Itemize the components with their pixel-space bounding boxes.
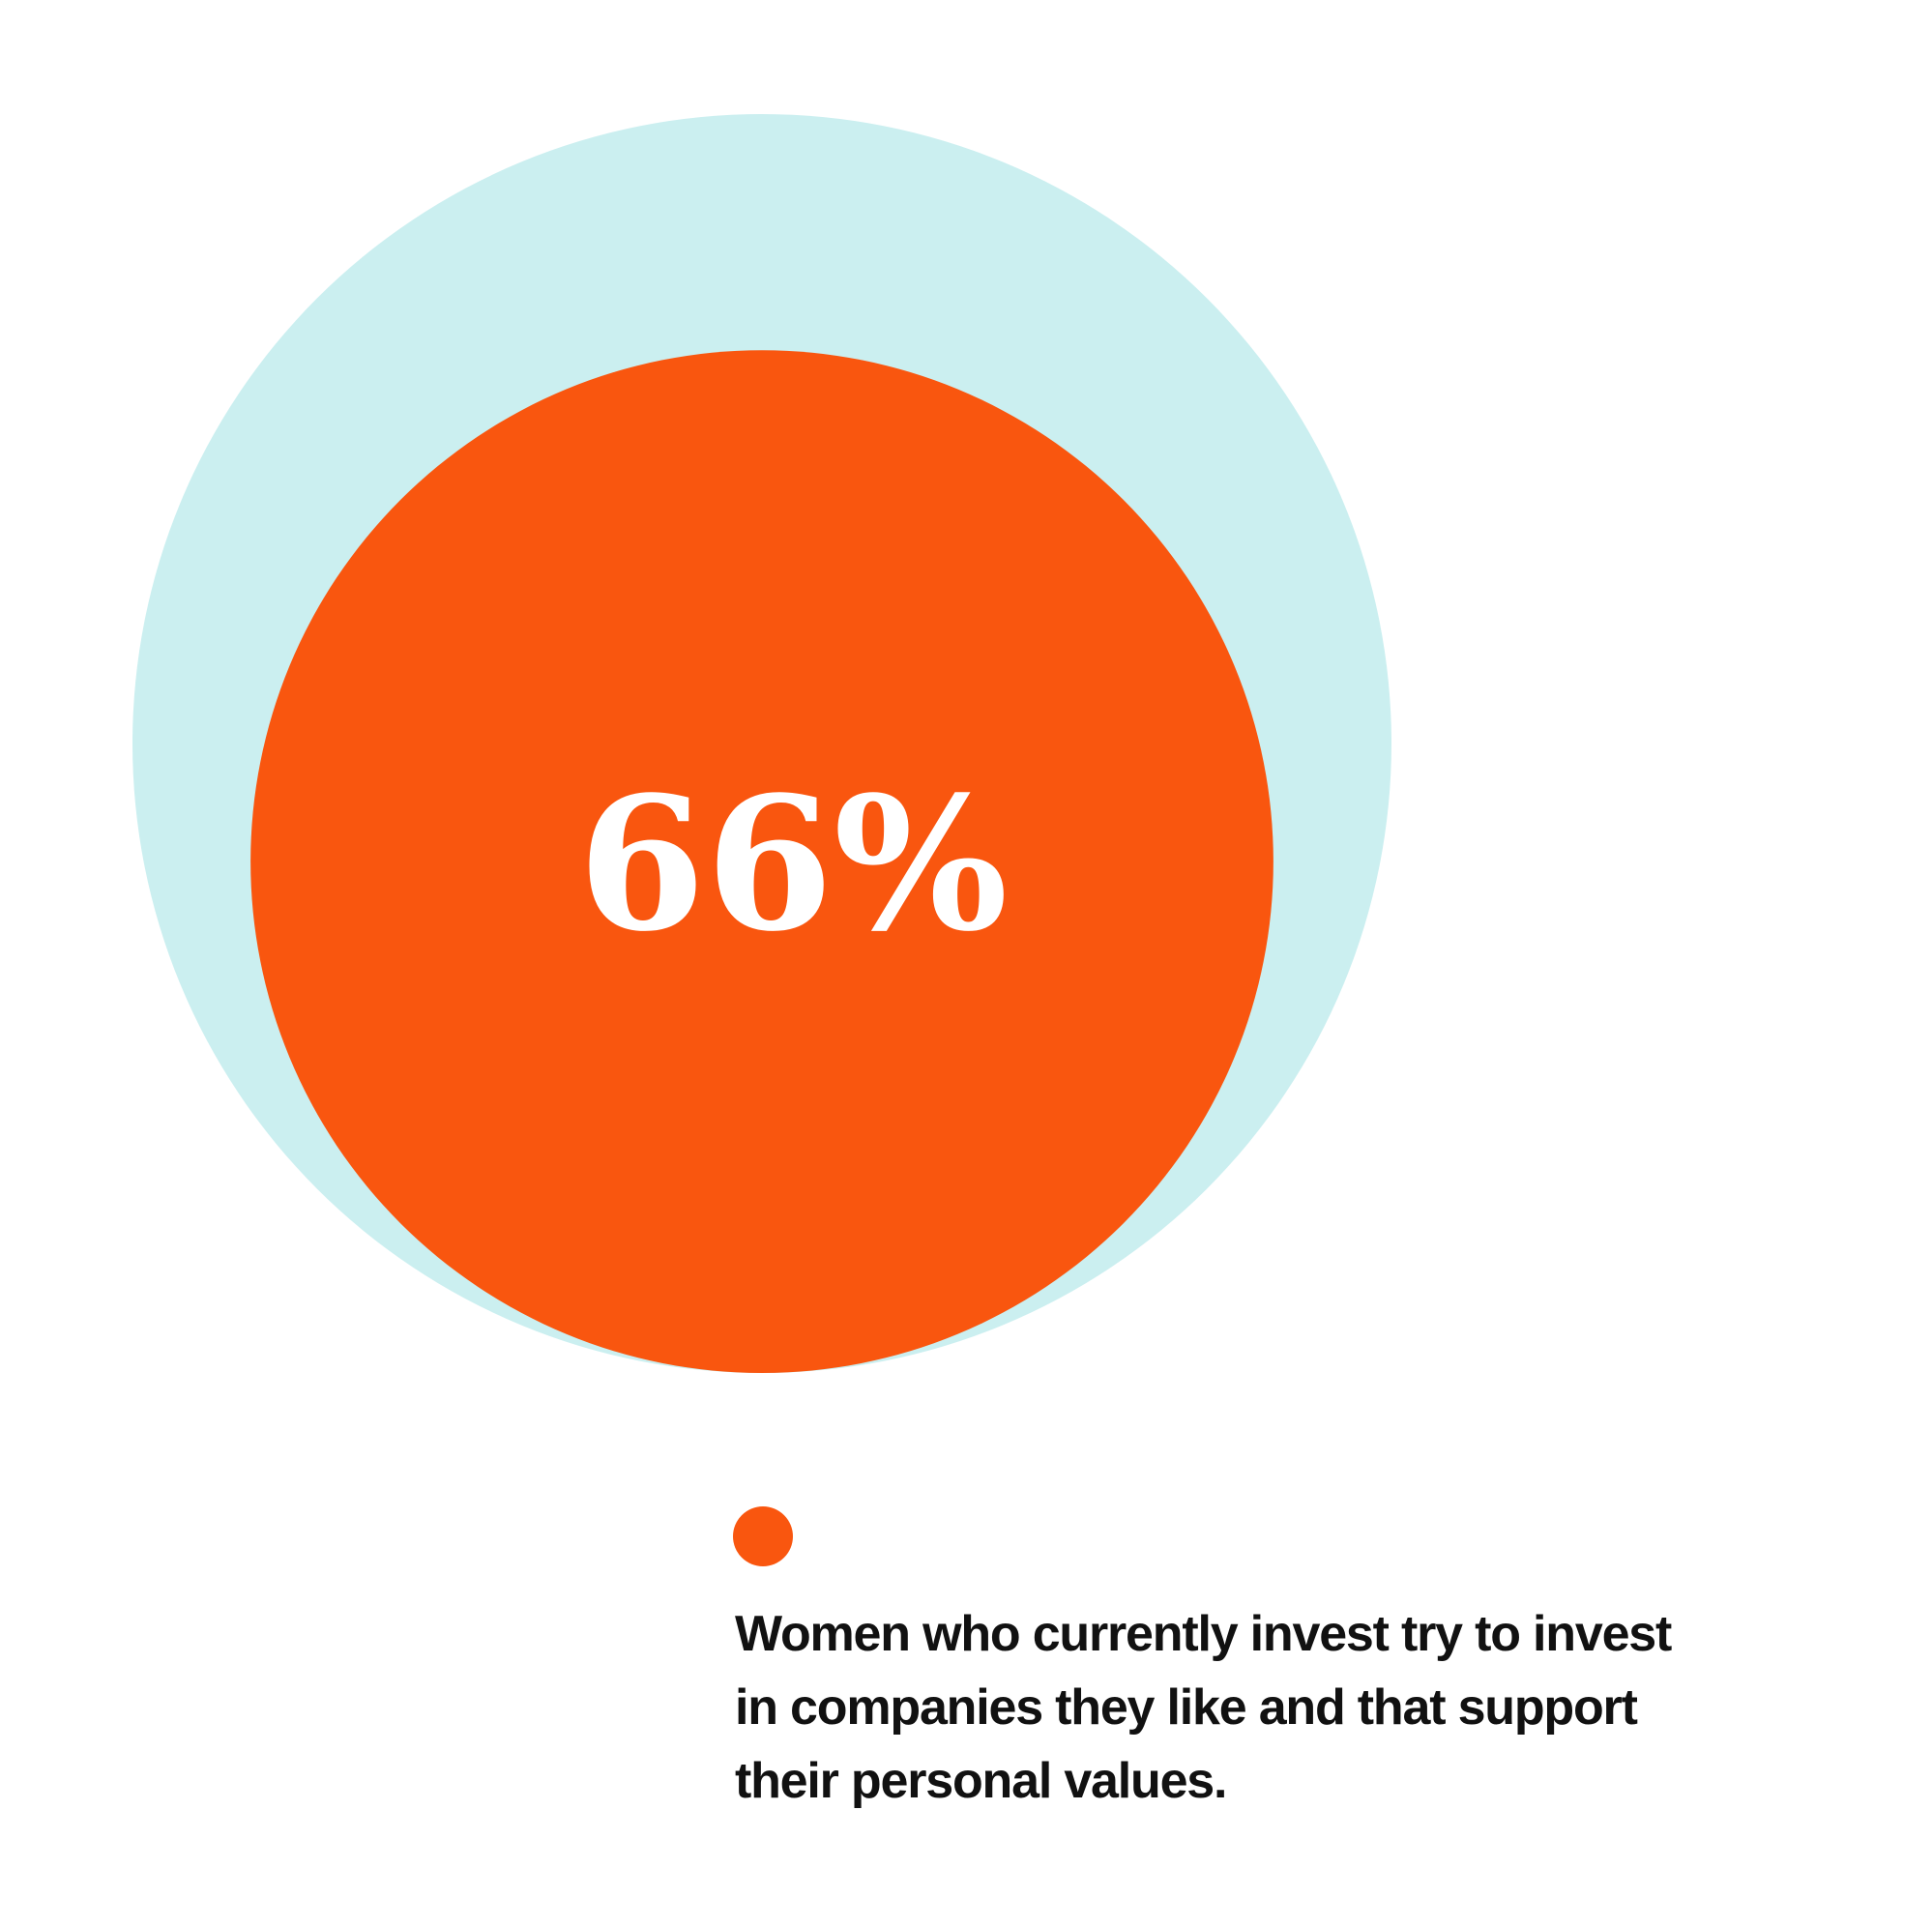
legend-dot: [733, 1506, 793, 1566]
value-circle: [250, 350, 1273, 1373]
legend-label: Women who currently invest try to invest…: [735, 1606, 1672, 1809]
value-label: 66%: [578, 756, 1009, 972]
